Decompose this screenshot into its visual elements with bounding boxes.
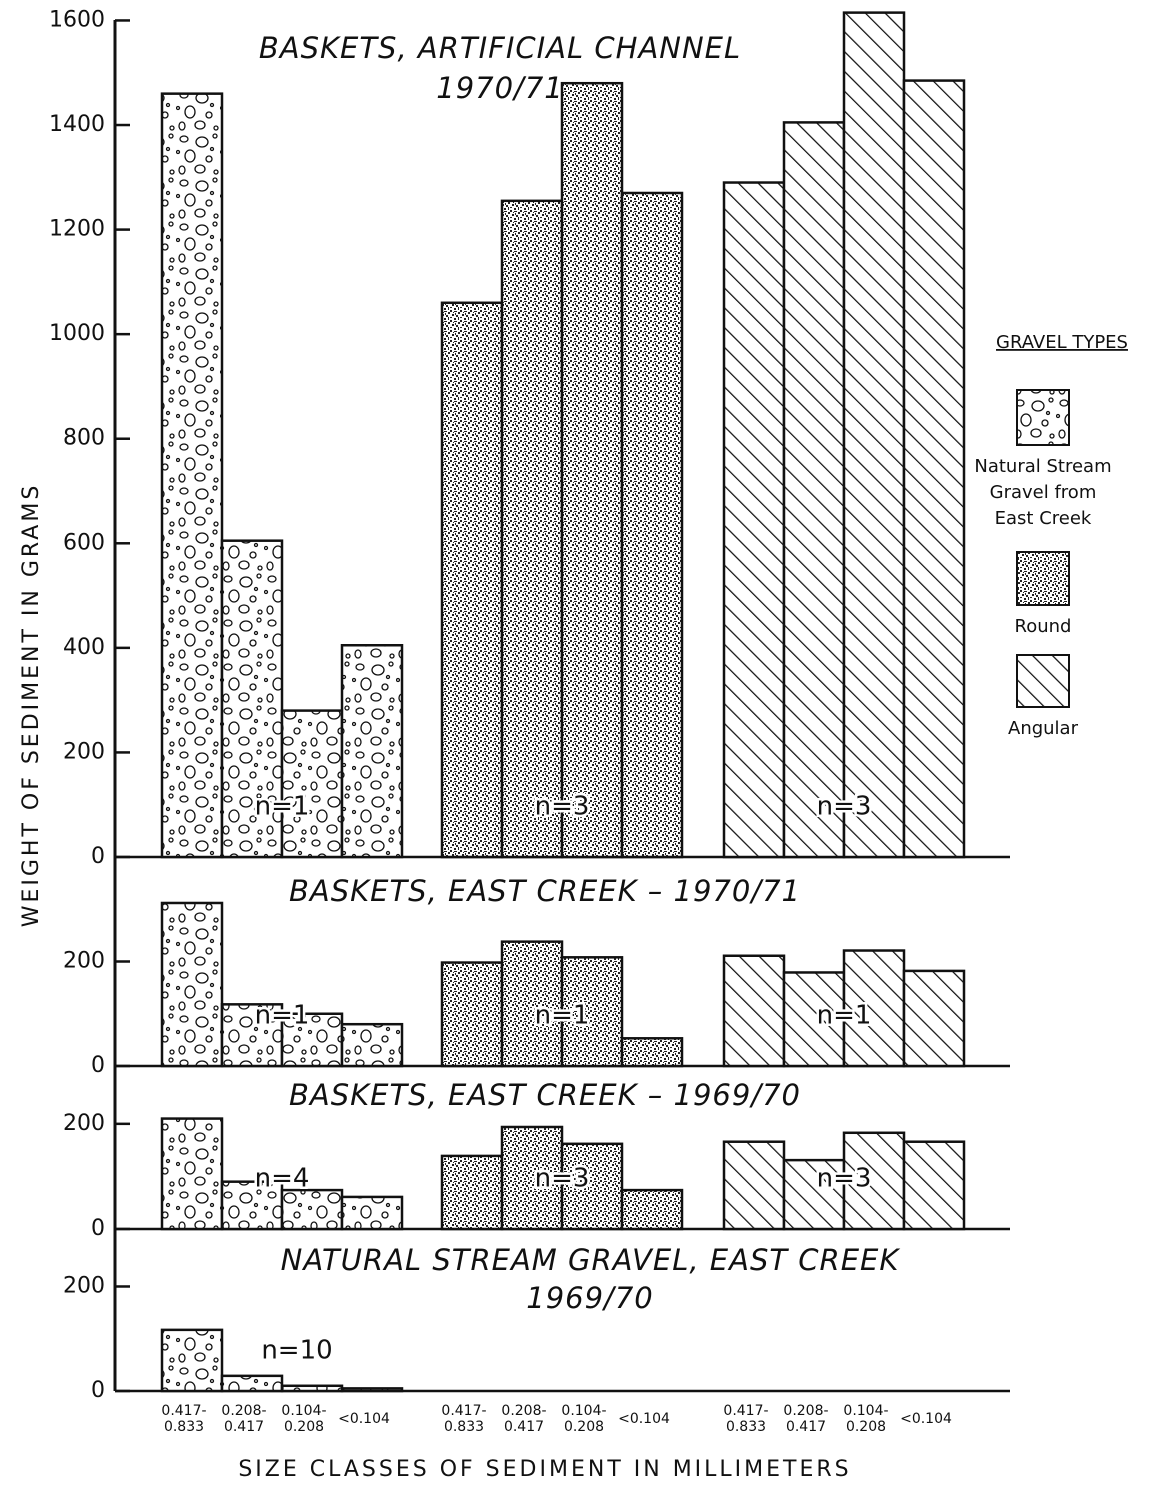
legend-swatch <box>1017 655 1069 707</box>
legend-swatch <box>1017 390 1069 445</box>
y-tick-label: 200 <box>63 739 105 764</box>
x-tick-label: <0.104 <box>338 1411 390 1427</box>
sample-size: n=3 <box>535 1164 590 1194</box>
sample-size: n=3 <box>535 792 590 822</box>
y-tick-label: 1600 <box>49 7 105 32</box>
x-tick-label: 0.208-0.417 <box>221 1403 266 1435</box>
panel-title: BASKETS, EAST CREEK – 1969/70 <box>289 1078 801 1112</box>
legend-title: GRAVEL TYPES <box>996 332 1128 353</box>
x-tick-label: <0.104 <box>900 1411 952 1427</box>
bar <box>162 1330 222 1391</box>
bar <box>562 83 622 857</box>
panel-title: BASKETS, ARTIFICIAL CHANNEL <box>259 31 741 65</box>
y-tick-label: 1000 <box>49 321 105 346</box>
bar <box>342 1197 402 1229</box>
y-axis-label: WEIGHT OF SEDIMENT IN GRAMS <box>19 483 44 928</box>
bar <box>442 1156 502 1229</box>
bar <box>282 711 342 857</box>
x-tick-label: 0.417-0.833 <box>161 1403 206 1435</box>
x-tick-label: 0.208-0.417 <box>783 1403 828 1435</box>
y-tick-label: 800 <box>63 426 105 451</box>
bar <box>844 13 904 857</box>
x-tick-label: 0.417-0.833 <box>441 1403 486 1435</box>
bar <box>724 183 784 857</box>
y-tick-label: 1200 <box>49 217 105 242</box>
bar <box>724 956 784 1066</box>
x-tick-label: <0.104 <box>618 1411 670 1427</box>
y-tick-label: 600 <box>63 530 105 555</box>
bar <box>162 903 222 1066</box>
bar <box>904 81 964 857</box>
bar <box>222 1376 282 1391</box>
panel-subtitle: 1970/71 <box>436 71 563 105</box>
y-tick-label: 0 <box>91 1053 105 1078</box>
x-tick-label: 0.417-0.833 <box>723 1403 768 1435</box>
legend-swatch <box>1017 552 1069 605</box>
x-tick-label: 0.104-0.208 <box>843 1403 888 1435</box>
bar <box>622 193 682 857</box>
bar <box>282 1190 342 1229</box>
bar <box>502 201 562 857</box>
x-axis-label: SIZE CLASSES OF SEDIMENT IN MILLIMETERS <box>238 1457 851 1482</box>
sample-size: n=1 <box>817 1001 872 1031</box>
bar <box>442 303 502 857</box>
bar <box>622 1190 682 1229</box>
bar <box>162 1119 222 1229</box>
bar <box>162 94 222 857</box>
sample-size: n=3 <box>817 792 872 822</box>
panel-subtitle: 1969/70 <box>526 1281 653 1315</box>
panel-title: NATURAL STREAM GRAVEL, EAST CREEK <box>281 1243 901 1277</box>
bar <box>342 1388 402 1391</box>
bar <box>342 1024 402 1066</box>
y-tick-label: 200 <box>63 1273 105 1298</box>
sample-size: n=4 <box>255 1164 310 1194</box>
sample-size: n=1 <box>535 1001 590 1031</box>
chart: WEIGHT OF SEDIMENT IN GRAMS SIZE CLASSES… <box>0 0 1156 1485</box>
x-tick-label: 0.208-0.417 <box>501 1403 546 1435</box>
sample-size: n=1 <box>255 1001 310 1031</box>
y-tick-label: 0 <box>91 1378 105 1403</box>
bar <box>904 1142 964 1229</box>
y-tick-label: 200 <box>63 949 105 974</box>
sample-size: n=10 <box>261 1336 332 1366</box>
bar <box>622 1038 682 1066</box>
panel-title: BASKETS, EAST CREEK – 1970/71 <box>289 874 801 908</box>
bar <box>904 971 964 1066</box>
y-tick-label: 0 <box>91 1216 105 1241</box>
sample-size: n=1 <box>255 792 310 822</box>
y-tick-label: 0 <box>91 844 105 869</box>
bar <box>784 122 844 857</box>
bar <box>442 963 502 1066</box>
bar <box>724 1142 784 1229</box>
legend-label: Angular <box>1008 718 1079 739</box>
x-tick-label: 0.104-0.208 <box>281 1403 326 1435</box>
y-tick-label: 200 <box>63 1111 105 1136</box>
bar <box>282 1386 342 1391</box>
y-tick-label: 1400 <box>49 112 105 137</box>
sample-size: n=3 <box>817 1164 872 1194</box>
x-tick-label: 0.104-0.208 <box>561 1403 606 1435</box>
y-tick-label: 400 <box>63 635 105 660</box>
bar <box>342 645 402 857</box>
legend-label: Round <box>1015 616 1072 637</box>
